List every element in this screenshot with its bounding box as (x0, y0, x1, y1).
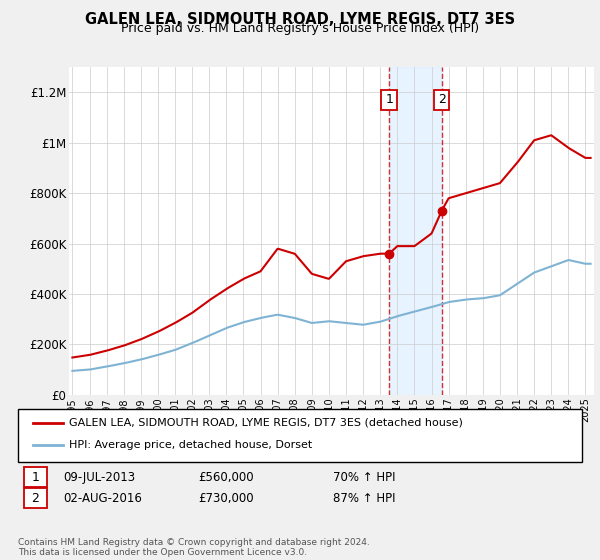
Text: £560,000: £560,000 (198, 470, 254, 484)
Text: 2: 2 (31, 492, 40, 505)
Bar (389, 67, 442, 395)
Text: 02-AUG-2016: 02-AUG-2016 (63, 492, 142, 505)
Text: Contains HM Land Registry data © Crown copyright and database right 2024.
This d: Contains HM Land Registry data © Crown c… (18, 538, 370, 557)
Text: £730,000: £730,000 (198, 492, 254, 505)
Text: Price paid vs. HM Land Registry's House Price Index (HPI): Price paid vs. HM Land Registry's House … (121, 22, 479, 35)
Text: 87% ↑ HPI: 87% ↑ HPI (333, 492, 395, 505)
Text: 70% ↑ HPI: 70% ↑ HPI (333, 470, 395, 484)
Text: 2: 2 (437, 94, 446, 106)
Text: 1: 1 (31, 470, 40, 484)
Text: 1: 1 (385, 94, 393, 106)
Text: GALEN LEA, SIDMOUTH ROAD, LYME REGIS, DT7 3ES: GALEN LEA, SIDMOUTH ROAD, LYME REGIS, DT… (85, 12, 515, 27)
Text: 09-JUL-2013: 09-JUL-2013 (63, 470, 135, 484)
Text: HPI: Average price, detached house, Dorset: HPI: Average price, detached house, Dors… (69, 440, 312, 450)
Text: GALEN LEA, SIDMOUTH ROAD, LYME REGIS, DT7 3ES (detached house): GALEN LEA, SIDMOUTH ROAD, LYME REGIS, DT… (69, 418, 463, 428)
